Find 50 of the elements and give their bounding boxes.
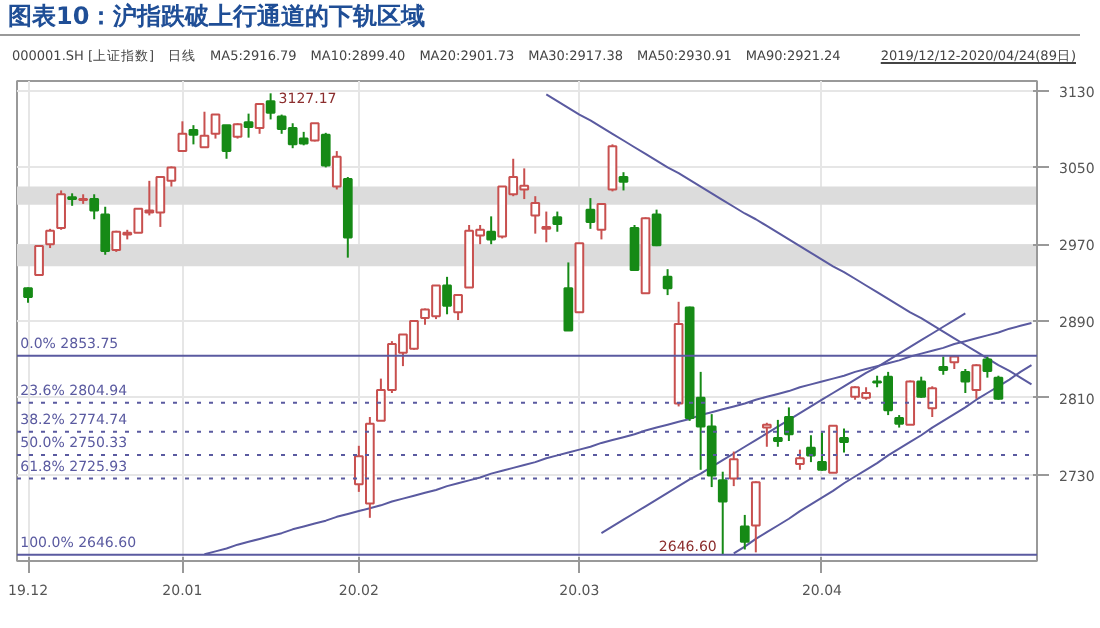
candlestick [320,131,331,169]
candlestick [607,143,618,193]
candlestick [221,124,232,160]
candlestick [927,385,938,418]
candlestick [717,470,728,556]
candlestick [938,355,949,376]
candlestick [265,92,276,121]
candlestick [993,374,1004,401]
candlestick [177,120,188,153]
candlestick [817,431,827,472]
chart-title: 图表10：沪指跌破上行通道的下轨区域 [8,0,426,34]
candlestick [254,103,265,135]
candlestick [45,227,55,250]
candlestick [188,124,199,146]
candlestick [442,275,452,316]
candlestick [453,293,463,322]
candlestick [629,224,640,272]
candlestick [739,513,750,551]
candlestick [585,197,596,230]
candlestick [199,110,210,149]
candlestick [100,205,111,256]
candlestick [34,245,44,276]
candlestick [971,363,982,400]
candlestick [651,208,662,248]
candlestick [773,418,783,448]
candlestick [486,215,497,246]
candlestick [806,434,816,464]
candlestick [916,375,927,399]
candlestick [982,355,993,379]
candlestick [596,202,607,241]
candlestick [563,261,574,332]
candlestick [761,421,772,448]
candlestick [210,113,221,140]
candlestick [89,193,100,221]
candlestick [905,379,916,426]
candlestick [309,122,320,143]
candlestick [750,480,761,554]
candlestick [784,406,794,442]
candlestick [56,189,66,231]
candlestick [795,448,805,471]
candlestick [552,210,563,233]
candlestick [243,112,254,139]
candlestick [331,150,342,191]
candlestick [618,171,629,192]
candlestick [662,268,673,297]
candlestick [839,427,849,454]
candlestick [960,368,971,394]
candlestick [530,195,541,235]
candlestick [541,210,552,244]
candlestick [728,450,739,488]
